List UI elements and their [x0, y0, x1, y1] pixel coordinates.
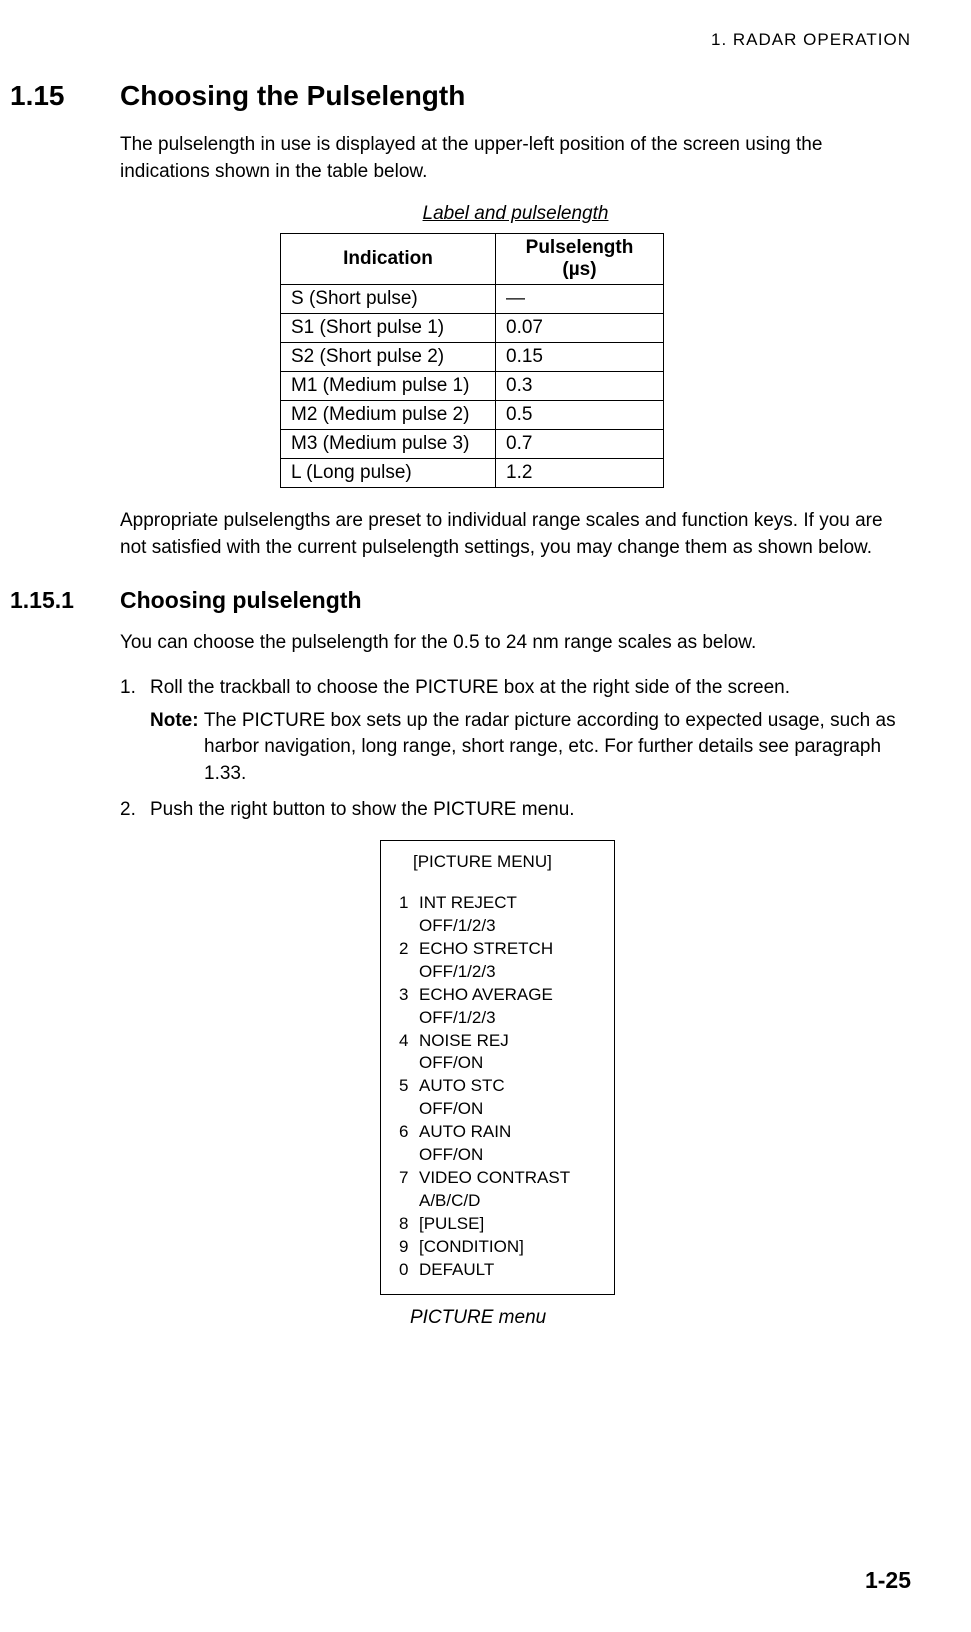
subsection-intro: You can choose the pulselength for the 0…: [120, 630, 911, 657]
menu-item-label: INT REJECT: [419, 892, 517, 915]
menu-item-label: AUTO RAIN: [419, 1121, 511, 1144]
menu-item-sub: A/B/C/D: [419, 1190, 608, 1213]
table-cell: M2 (Medium pulse 2): [281, 401, 496, 430]
menu-item-number: 4: [399, 1030, 419, 1053]
section-intro: The pulselength in use is displayed at t…: [120, 132, 911, 185]
subsection-number: 1.15.1: [10, 587, 120, 614]
step-text: Push the right button to show the PICTUR…: [150, 797, 575, 824]
page-header: 1. RADAR OPERATION: [10, 30, 911, 50]
table-row: M1 (Medium pulse 1) 0.3: [281, 372, 664, 401]
menu-item-label: [PULSE]: [419, 1213, 484, 1236]
menu-item-number: 2: [399, 938, 419, 961]
menu-item-number: 8: [399, 1213, 419, 1236]
menu-item-sub: OFF/ON: [419, 1052, 608, 1075]
table-row: S (Short pulse) —: [281, 285, 664, 314]
paragraph-after-table: Appropriate pulselengths are preset to i…: [120, 508, 911, 561]
step-number: 1.: [120, 675, 150, 702]
table-caption: Label and pulselength: [120, 203, 911, 225]
menu-item: 8[PULSE]: [399, 1213, 608, 1236]
note-block: Note: The PICTURE box sets up the radar …: [150, 708, 911, 788]
table-cell: S1 (Short pulse 1): [281, 314, 496, 343]
menu-caption: PICTURE menu: [410, 1307, 911, 1329]
table-cell: 0.7: [496, 430, 664, 459]
table-cell: S2 (Short pulse 2): [281, 343, 496, 372]
table-cell: M3 (Medium pulse 3): [281, 430, 496, 459]
table-row: M2 (Medium pulse 2) 0.5: [281, 401, 664, 430]
table-cell: 0.07: [496, 314, 664, 343]
menu-item: 7VIDEO CONTRAST: [399, 1167, 608, 1190]
menu-title: [PICTURE MENU]: [413, 851, 608, 874]
subsection-heading: 1.15.1 Choosing pulselength: [10, 587, 911, 614]
menu-item: 2ECHO STRETCH: [399, 938, 608, 961]
menu-item: 6AUTO RAIN: [399, 1121, 608, 1144]
table-cell: 0.3: [496, 372, 664, 401]
table-cell: 1.2: [496, 459, 664, 488]
step-number: 2.: [120, 797, 150, 824]
step-2: 2. Push the right button to show the PIC…: [120, 797, 911, 824]
menu-item-number: 3: [399, 984, 419, 1007]
menu-item-number: 6: [399, 1121, 419, 1144]
table-cell: —: [496, 285, 664, 314]
menu-item: 1INT REJECT: [399, 892, 608, 915]
menu-item: 3ECHO AVERAGE: [399, 984, 608, 1007]
menu-item: 0DEFAULT: [399, 1259, 608, 1282]
table-cell: L (Long pulse): [281, 459, 496, 488]
menu-item-sub: OFF/ON: [419, 1144, 608, 1167]
subsection-title: Choosing pulselength: [120, 587, 362, 614]
table-cell: 0.5: [496, 401, 664, 430]
section-title: Choosing the Pulselength: [120, 80, 465, 112]
menu-item: 5AUTO STC: [399, 1075, 608, 1098]
table-row: L (Long pulse) 1.2: [281, 459, 664, 488]
page-number: 1-25: [865, 1567, 911, 1594]
menu-item-number: 1: [399, 892, 419, 915]
menu-item: 9[CONDITION]: [399, 1236, 608, 1259]
menu-item-sub: OFF/ON: [419, 1098, 608, 1121]
table-row: S2 (Short pulse 2) 0.15: [281, 343, 664, 372]
menu-item-number: 7: [399, 1167, 419, 1190]
table-cell: 0.15: [496, 343, 664, 372]
menu-item-label: VIDEO CONTRAST: [419, 1167, 570, 1190]
menu-item-label: ECHO STRETCH: [419, 938, 553, 961]
note-text: The PICTURE box sets up the radar pictur…: [204, 710, 896, 784]
menu-item-number: 5: [399, 1075, 419, 1098]
menu-item-sub: OFF/1/2/3: [419, 1007, 608, 1030]
menu-item-label: AUTO STC: [419, 1075, 505, 1098]
menu-item-label: DEFAULT: [419, 1259, 494, 1282]
table-cell: M1 (Medium pulse 1): [281, 372, 496, 401]
table-header-pulselength: Pulselength (µs): [496, 234, 664, 285]
table-row: M3 (Medium pulse 3) 0.7: [281, 430, 664, 459]
table-cell: S (Short pulse): [281, 285, 496, 314]
pulselength-table: Indication Pulselength (µs) S (Short pul…: [280, 233, 664, 488]
section-heading: 1.15 Choosing the Pulselength: [10, 80, 911, 112]
menu-item-sub: OFF/1/2/3: [419, 961, 608, 984]
menu-item-sub: OFF/1/2/3: [419, 915, 608, 938]
table-header-indication: Indication: [281, 234, 496, 285]
menu-item-number: 9: [399, 1236, 419, 1259]
menu-item-label: NOISE REJ: [419, 1030, 509, 1053]
menu-item: 4NOISE REJ: [399, 1030, 608, 1053]
step-1: 1. Roll the trackball to choose the PICT…: [120, 675, 911, 702]
table-row: S1 (Short pulse 1) 0.07: [281, 314, 664, 343]
picture-menu-box: [PICTURE MENU] 1INT REJECTOFF/1/2/32ECHO…: [380, 840, 615, 1295]
step-text: Roll the trackball to choose the PICTURE…: [150, 675, 790, 702]
note-label: Note:: [150, 710, 204, 731]
menu-item-label: [CONDITION]: [419, 1236, 524, 1259]
menu-item-number: 0: [399, 1259, 419, 1282]
section-number: 1.15: [10, 80, 120, 112]
menu-item-label: ECHO AVERAGE: [419, 984, 553, 1007]
